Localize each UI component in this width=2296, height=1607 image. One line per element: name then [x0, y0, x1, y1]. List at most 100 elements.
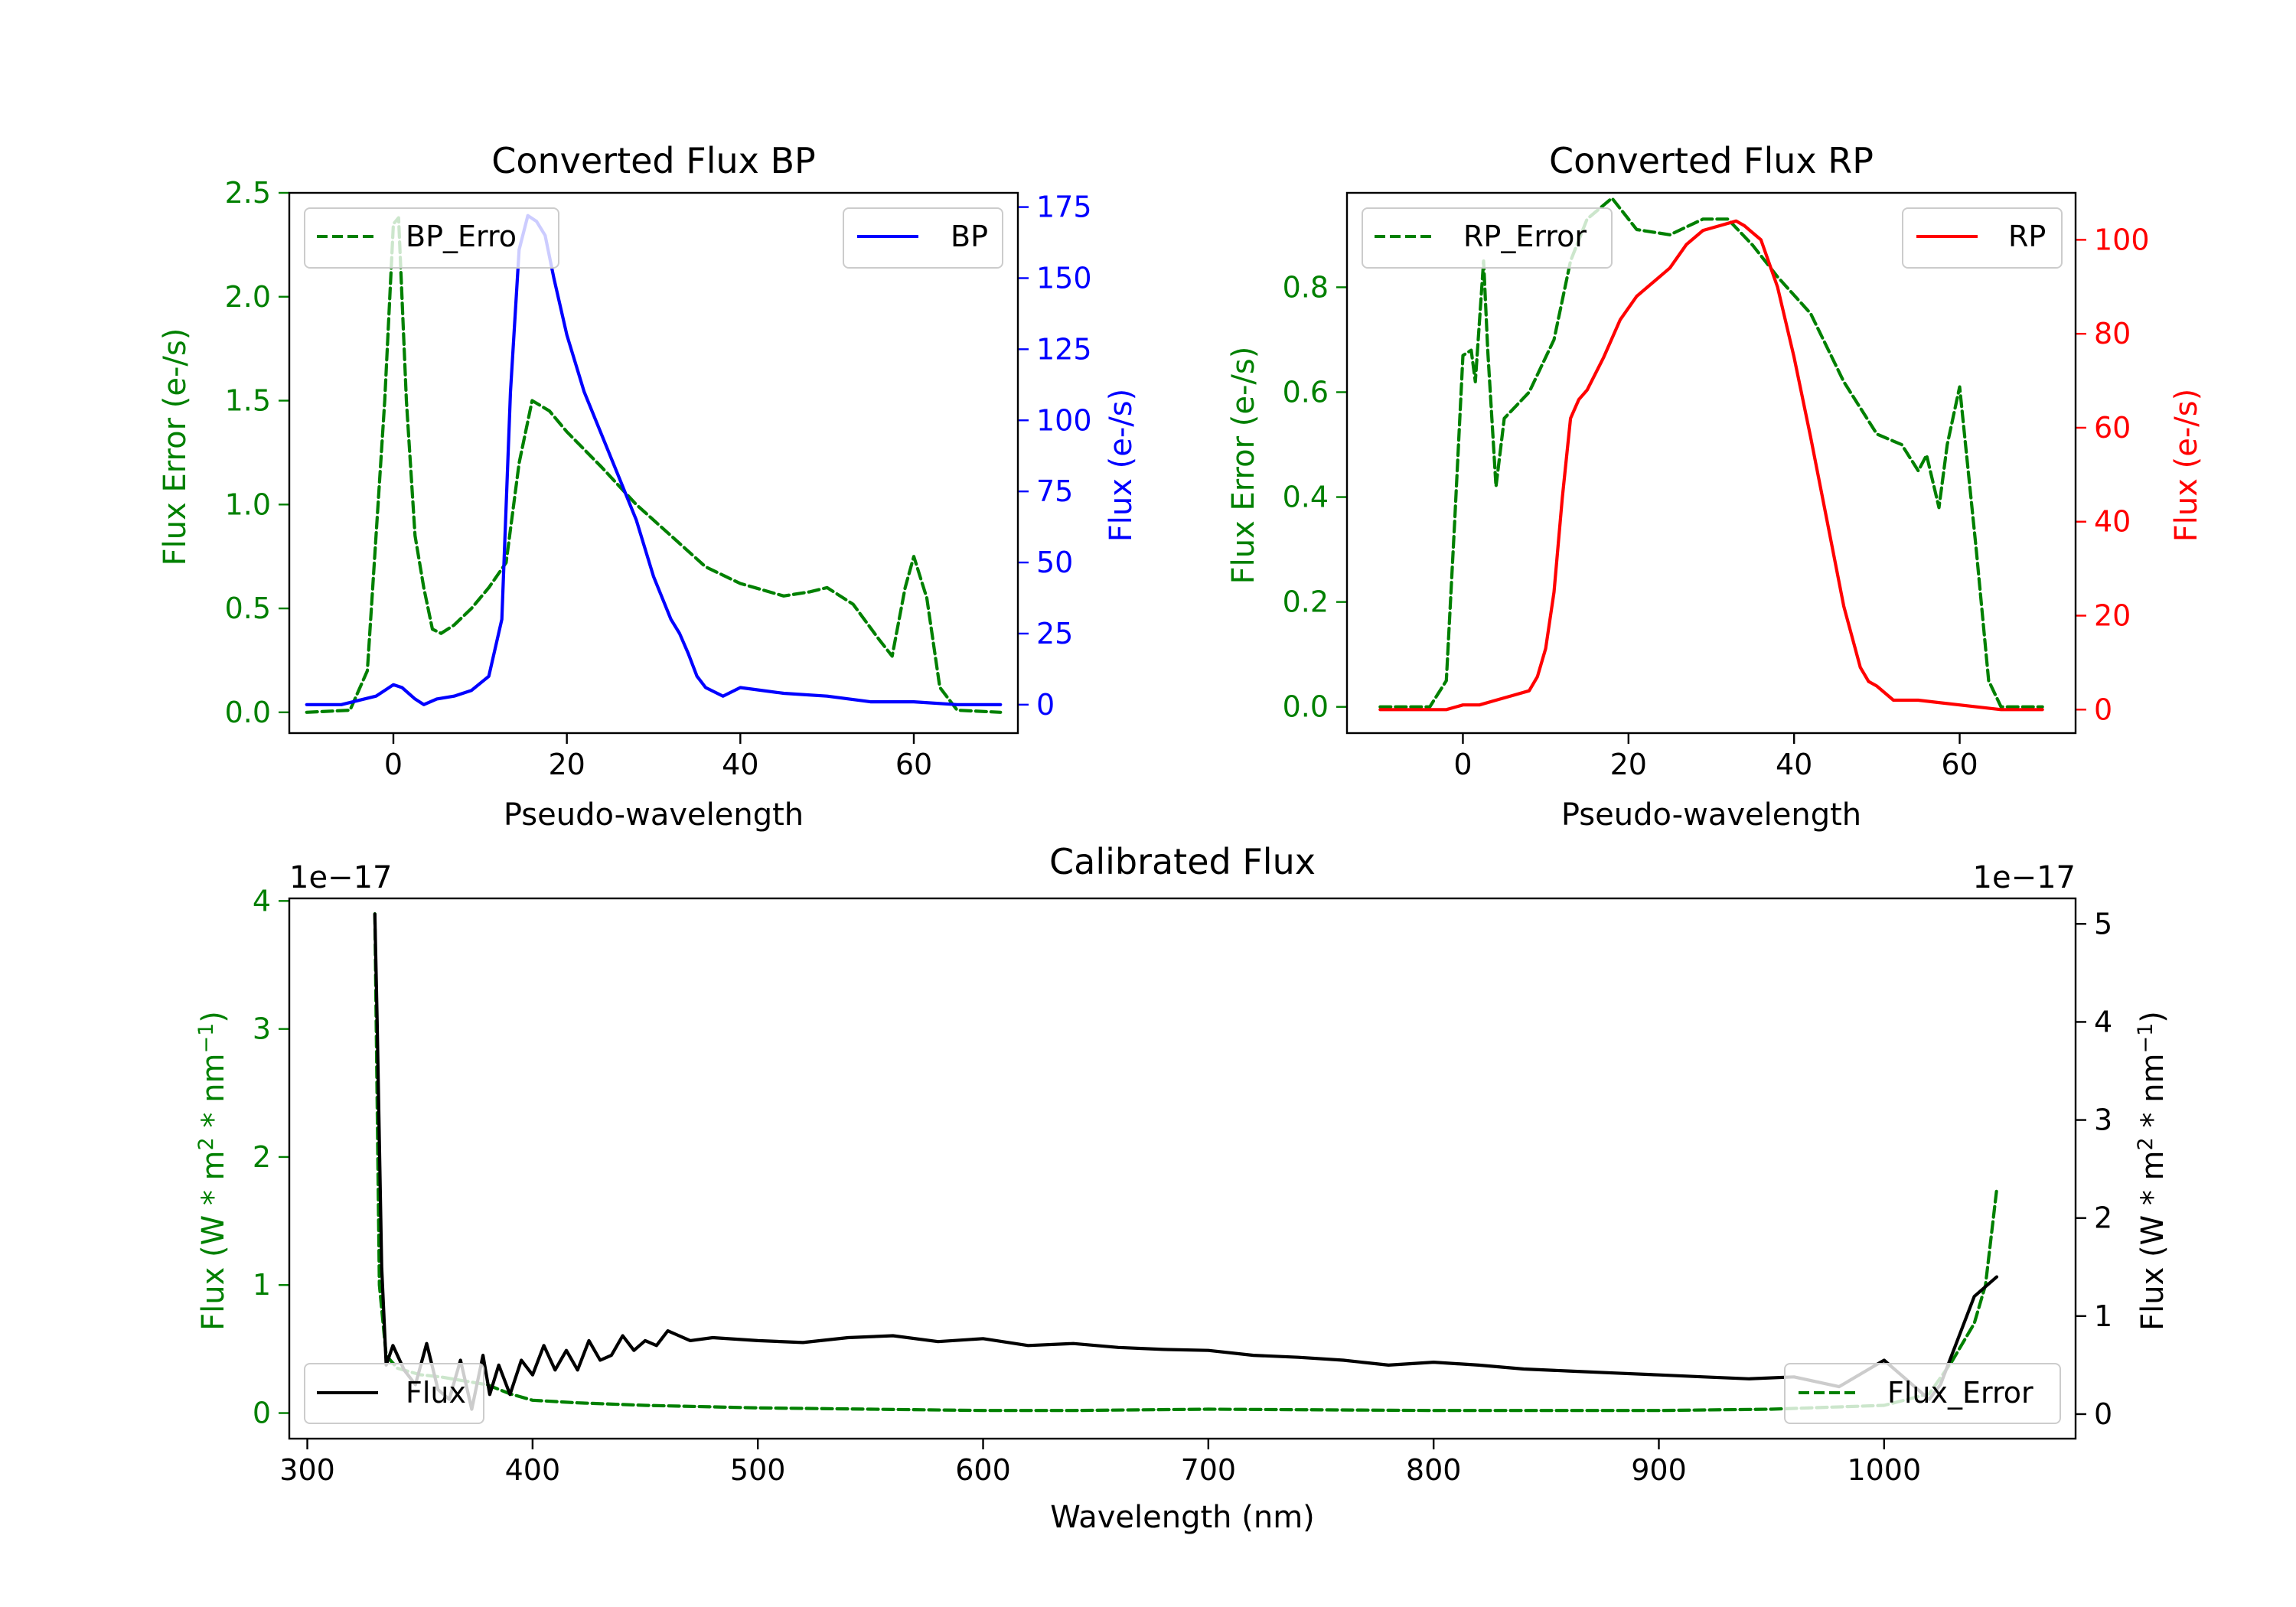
- bp-left-axis-label: Flux Error (e-/s): [158, 328, 193, 566]
- calibrated-x-tick-label: 1000: [1847, 1453, 1921, 1487]
- calibrated-left-axis-label: Flux (W * m2 * nm−1): [194, 1011, 231, 1331]
- rp-chart-title: Converted Flux RP: [1549, 140, 1874, 181]
- calibrated-plot-frame: [288, 897, 2077, 1440]
- bp-left-y-tick-label: 0.0: [225, 696, 271, 729]
- rp-x-tick-label: 40: [1776, 748, 1812, 781]
- bp-legend-error: BP_Erro: [304, 207, 559, 269]
- bp-x-tick-label: 40: [722, 748, 758, 781]
- calibrated-x-tick-label: 300: [279, 1453, 335, 1487]
- rp-legend-flux: RP: [1902, 207, 2063, 269]
- calibrated-x-axis-label: Wavelength (nm): [1050, 1500, 1315, 1535]
- calibrated-right-axis-label: Flux (W * m2 * nm−1): [2134, 1011, 2170, 1331]
- calibrated-legend-error: Flux_Error: [1784, 1363, 2061, 1424]
- calibrated-left-y-tick-label: 4: [253, 884, 271, 918]
- calibrated-chart: Calibrated Flux Wavelength (nm) 1e−17 1e…: [194, 841, 2170, 1535]
- rp-right-y-tick-label: 60: [2094, 411, 2131, 445]
- calibrated-right-y-tick-label: 4: [2094, 1005, 2112, 1038]
- bp-legend-error-box: [304, 207, 559, 269]
- bp-right-axis-label: Flux (e-/s): [1104, 389, 1139, 542]
- rp-legend-error-box: [1362, 207, 1613, 269]
- rp-right-y-tick-label: 100: [2094, 223, 2150, 256]
- calibrated-x-tick-label: 600: [955, 1453, 1011, 1487]
- rp-series-rp: [1378, 219, 2044, 712]
- rp-right-y-tick-label: 0: [2094, 693, 2112, 726]
- rp-x-tick-label: 20: [1610, 748, 1647, 781]
- bp-left-y-tick-label: 2.0: [225, 280, 271, 314]
- bp-left-y-tick-label: 1.5: [225, 384, 271, 418]
- calibrated-right-offset-text: 1e−17: [1973, 860, 2076, 895]
- bp-right-y-tick-label: 175: [1036, 191, 1092, 224]
- bp-legend-flux: BP: [843, 207, 1003, 269]
- bp-left-y-tick-label: 0.5: [225, 592, 271, 625]
- rp-right-y-tick-label: 80: [2094, 317, 2131, 350]
- bp-x-tick-label: 20: [548, 748, 585, 781]
- bp-legend-error-label: BP_Erro: [406, 220, 517, 253]
- rp-x-tick-label: 0: [1453, 748, 1472, 781]
- rp-left-axis-label: Flux Error (e-/s): [1226, 347, 1261, 585]
- rp-left-y-tick-label: 0.4: [1283, 481, 1329, 514]
- calibrated-right-y-tick-label: 3: [2094, 1103, 2112, 1137]
- bp-series-bp-error: [305, 216, 1003, 714]
- calibrated-x-tick-label: 700: [1181, 1453, 1237, 1487]
- bp-right-y-tick-label: 75: [1036, 474, 1073, 508]
- rp-left-y-tick-label: 0.6: [1283, 375, 1329, 409]
- bp-chart-title: Converted Flux BP: [491, 140, 816, 181]
- bp-chart: Converted Flux BP Pseudo-wavelength Flux…: [158, 140, 1139, 833]
- calibrated-x-tick-label: 500: [730, 1453, 786, 1487]
- calibrated-left-y-tick-label: 0: [253, 1397, 271, 1430]
- bp-right-y-tick-label: 100: [1036, 403, 1092, 437]
- bp-right-y-tick-label: 0: [1036, 688, 1055, 722]
- rp-right-y-tick-label: 40: [2094, 505, 2131, 539]
- bp-x-axis-label: Pseudo-wavelength: [504, 797, 804, 833]
- rp-legend-error-label: RP_Error: [1463, 220, 1587, 253]
- calibrated-left-y-tick-label: 2: [253, 1140, 271, 1174]
- bp-right-y-tick-label: 125: [1036, 332, 1092, 366]
- rp-left-y-tick-label: 0.8: [1283, 270, 1329, 304]
- bp-left-y-tick-label: 2.5: [225, 176, 271, 210]
- rp-left-y-tick-label: 0.2: [1283, 585, 1329, 619]
- calibrated-right-y-tick-label: 1: [2094, 1299, 2112, 1333]
- calibrated-x-tick-label: 800: [1406, 1453, 1462, 1487]
- rp-x-axis-label: Pseudo-wavelength: [1561, 797, 1861, 833]
- bp-legend-flux-label: BP: [951, 220, 988, 253]
- calibrated-left-y-tick-label: 3: [253, 1012, 271, 1046]
- bp-x-tick-label: 60: [895, 748, 932, 781]
- calibrated-right-y-tick-label: 2: [2094, 1201, 2112, 1235]
- calibrated-x-tick-label: 900: [1631, 1453, 1687, 1487]
- bp-right-y-tick-label: 50: [1036, 546, 1073, 579]
- calibrated-legend-flux: Flux: [304, 1363, 484, 1424]
- rp-plot-frame: [1345, 191, 2077, 735]
- calibrated-right-y-tick-label: 5: [2094, 907, 2112, 940]
- rp-legend-flux-label: RP: [2008, 220, 2046, 253]
- calibrated-legend-flux-box: [304, 1363, 484, 1424]
- rp-legend-error: RP_Error: [1362, 207, 1613, 269]
- bp-ticks: 0 20 40 60 0.0 0.5 1.0 1.5 2.0 2.5 0 25 50 75 100 125 15…: [225, 176, 1092, 781]
- calibrated-left-offset-text: 1e−17: [289, 860, 392, 895]
- calibrated-right-y-tick-label: 0: [2094, 1397, 2112, 1431]
- calibrated-legend-error-box: [1784, 1363, 2061, 1424]
- bp-left-y-tick-label: 1.0: [225, 487, 271, 521]
- calibrated-ticks: 300 400 500 600 700 800 900 1000 0 1 2 3 4 0 1 2 3 4 5: [253, 884, 2112, 1487]
- rp-right-axis-label: Flux (e-/s): [2169, 389, 2204, 542]
- calibrated-chart-title: Calibrated Flux: [1049, 841, 1316, 882]
- bp-right-y-tick-label: 25: [1036, 617, 1073, 650]
- rp-right-y-tick-label: 20: [2094, 599, 2131, 633]
- rp-ticks: 0 20 40 60 0.0 0.2 0.4 0.6 0.8 0 20 40 60 80 100: [1283, 223, 2150, 781]
- bp-legend-flux-box: [843, 207, 1003, 269]
- calibrated-legend-error-label: Flux_Error: [1887, 1376, 2033, 1410]
- bp-series-layer: [305, 214, 1003, 714]
- rp-series-rp-error: [1378, 196, 2044, 709]
- rp-left-y-tick-label: 0.0: [1283, 690, 1329, 724]
- calibrated-legend-flux-label: Flux: [406, 1376, 466, 1410]
- bp-series-bp: [305, 214, 1003, 706]
- rp-legend-flux-box: [1902, 207, 2063, 269]
- rp-chart: Converted Flux RP Pseudo-wavelength Flux…: [1226, 140, 2204, 833]
- bp-right-y-tick-label: 150: [1036, 261, 1092, 295]
- rp-series-layer: [1378, 196, 2044, 712]
- bp-x-tick-label: 0: [384, 748, 403, 781]
- bp-plot-frame: [288, 191, 1019, 735]
- rp-x-tick-label: 60: [1941, 748, 1978, 781]
- calibrated-x-tick-label: 400: [505, 1453, 561, 1487]
- calibrated-left-y-tick-label: 1: [253, 1268, 271, 1302]
